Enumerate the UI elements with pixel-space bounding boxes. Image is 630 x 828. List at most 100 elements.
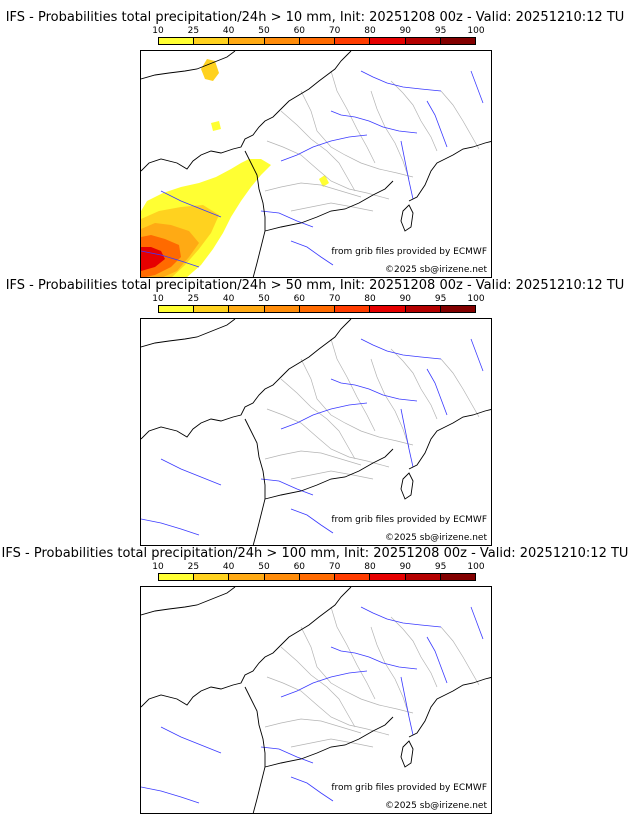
map-svg <box>141 51 491 277</box>
legend-ticks: 10 25 40 50 60 70 80 90 95 100 <box>152 294 484 304</box>
legend-color-swatch <box>229 38 265 44</box>
legend-color-swatch <box>335 38 371 44</box>
precip-area-alps <box>319 175 329 187</box>
map-panel-100mm: IFS - Probabilities total precipitation/… <box>0 546 630 816</box>
admin-border <box>290 738 374 748</box>
admin-border <box>300 626 414 714</box>
map-svg <box>141 587 491 813</box>
legend-color-swatch <box>299 38 336 44</box>
legend-tick-label: 60 <box>293 294 306 304</box>
legend-tick-label: 70 <box>328 294 341 304</box>
legend-tick-label: 50 <box>258 294 270 304</box>
legend-ticks: 10 25 40 50 60 70 80 90 95 100 <box>152 562 484 572</box>
legend-color-swatch <box>264 38 300 44</box>
legend-color-swatch <box>299 574 336 580</box>
river <box>290 240 334 266</box>
forecast-map: from grib files provided by ECMWF ©2025 s… <box>140 318 492 546</box>
river <box>290 508 334 534</box>
legend-color-swatch <box>405 38 441 44</box>
coastline <box>264 448 394 500</box>
legend-tick-label: 25 <box>187 26 200 36</box>
river <box>141 250 200 268</box>
coastline <box>141 51 236 80</box>
legend-tick-label: 100 <box>467 294 485 304</box>
legend-tick-label: 40 <box>222 294 235 304</box>
legend-color-swatch <box>229 306 265 312</box>
precip-area-red <box>141 247 165 271</box>
legend-colorbar <box>158 305 476 313</box>
legend-color-swatch <box>194 574 230 580</box>
river <box>141 518 200 536</box>
legend-colorbar <box>158 37 476 45</box>
legend-colorbar <box>158 573 476 581</box>
admin-border <box>264 718 362 734</box>
river <box>426 100 448 148</box>
admin-border <box>390 80 438 152</box>
river <box>470 606 484 640</box>
copyright-credit: ©2025 sb@irizene.net <box>384 533 487 543</box>
legend-tick-label: 90 <box>399 294 412 304</box>
legend-tick-label: 60 <box>293 26 306 36</box>
legend-tick-label: 60 <box>293 562 306 572</box>
admin-border <box>370 358 410 448</box>
coastline <box>244 418 266 545</box>
source-credit: from grib files provided by ECMWF <box>331 247 487 257</box>
admin-border <box>266 140 390 200</box>
legend-tick-label: 95 <box>434 562 447 572</box>
coastline <box>141 587 236 616</box>
admin-border <box>370 90 410 180</box>
river <box>400 408 414 468</box>
legend-color-swatch <box>335 574 371 580</box>
legend-tick-label: 80 <box>364 26 376 36</box>
admin-border <box>330 606 376 700</box>
river <box>280 402 368 430</box>
coastline <box>264 180 394 232</box>
coastline <box>141 319 236 348</box>
coastline <box>408 409 491 470</box>
legend-tick-label: 50 <box>258 562 270 572</box>
admin-border <box>330 338 376 432</box>
legend-color-swatch <box>299 306 336 312</box>
river <box>360 606 442 628</box>
legend-color-swatch <box>264 306 300 312</box>
precip-area-channel-isles <box>211 121 221 131</box>
river <box>280 134 368 162</box>
coastline <box>244 150 266 277</box>
coastline <box>244 686 266 813</box>
river <box>360 338 442 360</box>
river <box>400 140 414 200</box>
source-credit: from grib files provided by ECMWF <box>331 515 487 525</box>
legend-tick-label: 10 <box>152 562 164 572</box>
legend-tick-label: 50 <box>258 26 270 36</box>
source-credit: from grib files provided by ECMWF <box>331 783 487 793</box>
precip-shading <box>141 59 329 277</box>
river <box>260 746 314 764</box>
river <box>400 676 414 736</box>
legend-color-swatch <box>405 306 441 312</box>
legend-color-swatch <box>370 574 406 580</box>
admin-border <box>290 202 374 212</box>
river <box>426 636 448 684</box>
coastline <box>408 141 491 202</box>
coastline <box>141 319 352 440</box>
legend-tick-label: 80 <box>364 294 376 304</box>
admin-border <box>390 616 438 688</box>
corsica-coast <box>400 472 414 500</box>
legend-color-swatch <box>440 306 475 312</box>
river <box>470 338 484 372</box>
legend-color-swatch <box>370 38 406 44</box>
admin-border <box>280 110 356 192</box>
admin-border <box>440 358 480 418</box>
river <box>280 670 368 698</box>
corsica-coast <box>400 740 414 768</box>
admin-border <box>264 182 362 198</box>
panel-title: IFS - Probabilities total precipitation/… <box>5 10 625 25</box>
map-panel-10mm: IFS - Probabilities total precipitation/… <box>0 10 630 280</box>
coastline <box>141 51 352 172</box>
river <box>160 190 222 218</box>
admin-border <box>266 408 390 468</box>
legend-color-swatch <box>370 306 406 312</box>
legend-tick-label: 95 <box>434 26 447 36</box>
map-svg <box>141 319 491 545</box>
basemap <box>141 587 491 813</box>
